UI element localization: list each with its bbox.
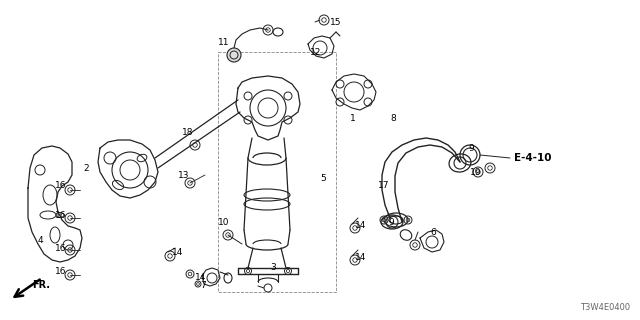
Text: T3W4E0400: T3W4E0400: [580, 303, 630, 312]
Text: 5: 5: [320, 173, 326, 182]
Bar: [218, 52, 336, 292]
Text: 16: 16: [55, 268, 67, 276]
Text: 16: 16: [55, 211, 67, 220]
Circle shape: [227, 48, 241, 62]
Text: 3: 3: [270, 262, 276, 271]
Text: 8: 8: [390, 114, 396, 123]
Text: 18: 18: [182, 127, 193, 137]
Text: 14: 14: [172, 247, 184, 257]
Text: E-4-10: E-4-10: [514, 153, 552, 163]
Text: 6: 6: [430, 228, 436, 236]
Text: 14: 14: [355, 253, 366, 262]
Text: 9: 9: [468, 143, 474, 153]
Text: 4: 4: [38, 236, 44, 244]
Text: 15: 15: [330, 18, 342, 27]
Text: 13: 13: [178, 171, 189, 180]
Text: FR.: FR.: [32, 280, 50, 290]
Text: 16: 16: [55, 180, 67, 189]
Text: 7: 7: [200, 281, 205, 290]
Text: 10: 10: [218, 218, 230, 227]
Text: 9: 9: [388, 218, 394, 227]
Text: 16: 16: [55, 244, 67, 252]
Text: 12: 12: [310, 47, 321, 57]
Text: 14: 14: [355, 220, 366, 229]
Text: 11: 11: [218, 37, 230, 46]
Text: 14: 14: [195, 274, 206, 283]
Text: 1: 1: [350, 114, 356, 123]
Text: 17: 17: [378, 180, 390, 189]
Text: 19: 19: [470, 167, 481, 177]
Text: 2: 2: [83, 164, 88, 172]
